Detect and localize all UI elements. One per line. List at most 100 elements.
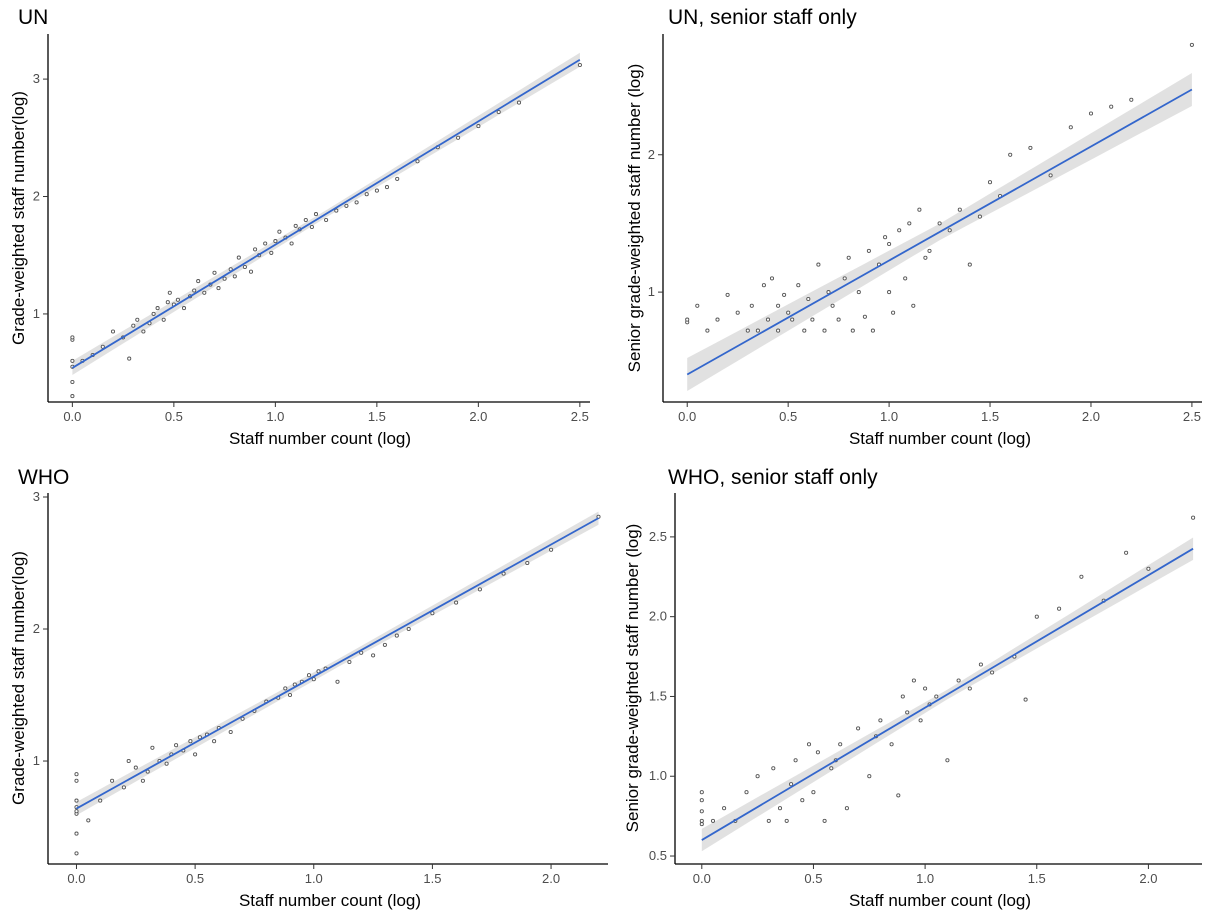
y-tick-label: 1 <box>33 306 40 321</box>
data-point <box>334 208 339 213</box>
x-tick-label: 1.0 <box>880 409 898 424</box>
data-point <box>822 818 827 823</box>
y-tick-label: 3 <box>33 71 40 86</box>
data-point <box>155 306 160 311</box>
plot-area: 0.0 0.5 1.0 1.5 2.0 1 2 3 <box>33 489 608 886</box>
y-tick-label: 2.0 <box>649 609 667 624</box>
data-point <box>900 694 905 699</box>
panel-title: WHO <box>18 466 69 489</box>
data-point <box>151 311 156 316</box>
data-point <box>269 250 274 255</box>
data-point <box>977 214 982 219</box>
data-point <box>782 292 787 297</box>
data-point <box>870 328 875 333</box>
x-tick-label: 1.5 <box>1028 871 1046 886</box>
x-tick-label: 0.5 <box>779 409 797 424</box>
data-point <box>776 328 781 333</box>
data-point <box>769 276 775 281</box>
plot-area: 0.0 0.5 1.0 1.5 2.0 2.5 1 2 3 <box>33 34 590 424</box>
data-point <box>212 270 217 275</box>
data-point <box>937 221 942 226</box>
data-point <box>776 303 781 308</box>
data-point <box>240 716 245 721</box>
data-point <box>248 269 254 274</box>
data-point <box>277 229 282 234</box>
x-tick-label: 1.5 <box>368 409 386 424</box>
y-tick-label: 2 <box>33 621 40 636</box>
data-point <box>793 758 798 763</box>
x-tick-label: 1.0 <box>305 871 323 886</box>
data-point <box>844 806 849 811</box>
data-point <box>70 379 75 385</box>
data-point <box>175 297 180 302</box>
y-tick-label: 1.5 <box>649 688 667 703</box>
data-point <box>918 718 923 723</box>
data-point <box>86 818 91 823</box>
y-tick-label: 1 <box>648 284 655 299</box>
x-tick-label: 1.5 <box>423 871 441 886</box>
data-point <box>126 758 131 764</box>
data-point <box>905 710 910 715</box>
y-tick-label: 0.5 <box>649 848 667 863</box>
data-point <box>978 662 983 667</box>
regression-line <box>76 517 599 810</box>
data-point <box>289 241 294 246</box>
data-point <box>181 306 187 311</box>
data-point <box>273 239 278 244</box>
data-point <box>228 729 233 735</box>
data-point <box>324 217 329 223</box>
data-point <box>810 317 815 322</box>
data-point <box>867 774 872 779</box>
data-point <box>903 276 908 281</box>
data-point <box>896 793 901 798</box>
data-point <box>74 809 79 814</box>
x-axis-title: Staff number count (log) <box>239 891 421 910</box>
data-point <box>165 300 170 305</box>
x-tick-label: 1.5 <box>981 409 999 424</box>
data-point <box>710 818 716 823</box>
data-point <box>70 358 75 363</box>
x-tick-label: 0.0 <box>67 871 85 886</box>
data-point <box>395 176 400 181</box>
data-point <box>193 752 198 757</box>
x-axis-title: Staff number count (log) <box>849 429 1031 448</box>
panel-title: WHO, senior staff only <box>668 466 878 489</box>
data-point <box>164 761 169 766</box>
data-point <box>695 303 700 308</box>
data-point <box>1109 104 1114 109</box>
data-point <box>796 283 801 288</box>
data-point <box>856 290 861 295</box>
data-point <box>802 328 807 333</box>
data-point <box>789 782 794 787</box>
data-point <box>415 159 420 164</box>
x-tick-label: 0.0 <box>678 409 696 424</box>
data-point <box>344 203 349 208</box>
data-point <box>192 288 197 293</box>
data-point <box>347 659 352 665</box>
data-point <box>1191 515 1196 520</box>
data-point <box>830 303 835 308</box>
x-tick-label: 2.0 <box>469 409 487 424</box>
data-point <box>927 248 932 253</box>
data-point <box>394 633 399 638</box>
data-point <box>957 207 962 212</box>
data-point <box>293 223 298 228</box>
x-tick-label: 2.5 <box>1183 409 1201 424</box>
data-point <box>923 255 928 260</box>
data-point <box>525 560 530 566</box>
data-point <box>127 356 132 361</box>
data-point <box>1189 42 1194 47</box>
data-point <box>1079 574 1084 579</box>
data-point <box>253 247 258 252</box>
data-point <box>786 310 791 315</box>
panel-un-senior: UN, senior staff only Staff number count… <box>625 6 1202 448</box>
data-point <box>911 678 916 683</box>
data-point <box>897 228 902 233</box>
data-point <box>476 124 481 129</box>
data-point <box>202 290 207 295</box>
data-point <box>766 818 771 823</box>
data-point <box>1146 566 1151 571</box>
data-point <box>74 798 79 803</box>
x-tick-label: 0.0 <box>63 409 81 424</box>
